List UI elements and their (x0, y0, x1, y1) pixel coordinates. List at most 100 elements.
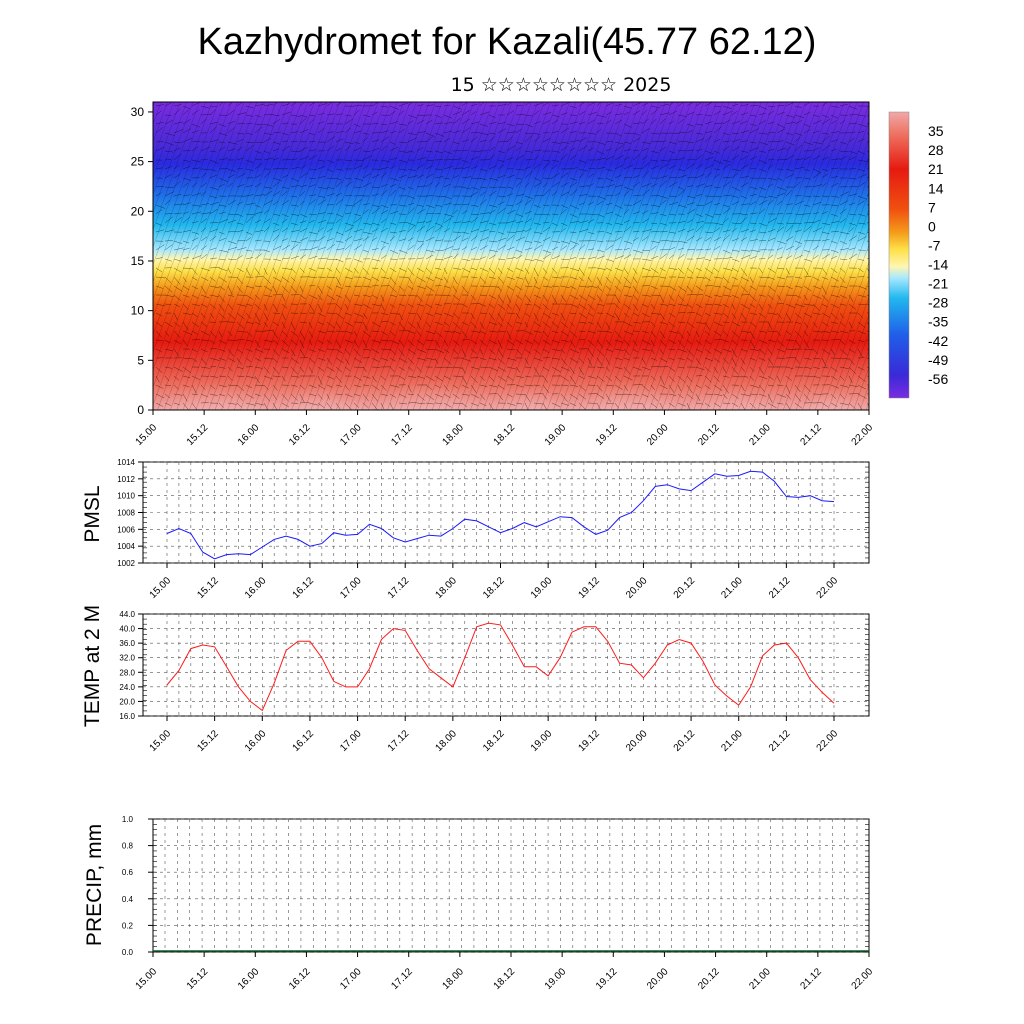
wind-barb (389, 384, 400, 388)
wind-barb (362, 222, 372, 225)
wind-barb (704, 357, 714, 362)
wind-barb (461, 176, 472, 179)
wind-barb (569, 285, 577, 290)
wind-barb (236, 357, 242, 365)
wind-barb (623, 123, 632, 128)
wind-barb (839, 294, 847, 299)
wind-barb (506, 257, 516, 260)
wind-barb (614, 174, 622, 179)
wind-barb (443, 183, 451, 188)
wind-barb (173, 147, 181, 152)
wind-barb (740, 384, 745, 392)
wind-barb (281, 244, 291, 251)
wind-barb (452, 366, 463, 369)
wind-barb (254, 303, 261, 310)
y-tick-label: 1006 (117, 525, 135, 534)
wind-barb (461, 220, 471, 224)
wind-barb (263, 150, 270, 154)
wind-barb (461, 267, 471, 273)
wind-barb (425, 159, 434, 161)
wind-barb (686, 384, 693, 394)
wind-barb (650, 105, 661, 109)
wind-barb (164, 102, 172, 107)
wind-barb (416, 303, 425, 307)
wind-barb (497, 231, 505, 235)
wind-barb (749, 201, 757, 206)
wind-barb (524, 199, 532, 206)
wind-barb (263, 218, 271, 224)
cross-section-x-tick-label: 18.00 (441, 422, 467, 448)
wind-barb (173, 303, 180, 307)
wind-barb (443, 393, 451, 399)
wind-barb (191, 375, 200, 380)
wind-barb (794, 240, 803, 245)
wind-barb (371, 384, 380, 391)
wind-barb (407, 375, 417, 378)
wind-barb (533, 194, 544, 197)
wind-barb (767, 357, 774, 366)
wind-barb (470, 136, 478, 143)
wind-barb (758, 240, 767, 242)
wind-barb (722, 145, 730, 152)
x-tick-label: 20.00 (624, 575, 650, 601)
wind-barb (857, 182, 866, 188)
wind-barb (749, 312, 758, 316)
wind-barb (272, 191, 281, 197)
wind-barb (803, 123, 811, 128)
wind-barb (587, 294, 596, 301)
wind-barb (218, 366, 226, 369)
wind-barb (542, 294, 548, 302)
wind-barb (821, 330, 831, 333)
wind-barb (290, 243, 299, 251)
wind-barb (479, 111, 490, 116)
wind-barb (776, 276, 786, 280)
wind-barb (479, 366, 489, 368)
wind-barb (677, 131, 687, 134)
wind-barb (542, 159, 551, 162)
wind-barb (371, 204, 381, 208)
cross-section-x-axis: 15.00 15.12 16.00 16.12 17.00 17.12 18.00 18.12… (134, 410, 875, 448)
wind-barb (299, 321, 308, 324)
wind-barb (650, 150, 659, 154)
wind-barb (641, 249, 651, 252)
wind-barb (578, 145, 588, 152)
wind-barb (668, 165, 676, 170)
wind-barb (641, 393, 649, 398)
wind-barb (407, 393, 414, 396)
wind-barb (614, 165, 623, 170)
wind-barb (560, 240, 570, 244)
wind-barb (632, 167, 643, 170)
wind-barb (812, 276, 820, 281)
wind-barb (200, 218, 207, 224)
wind-barb (740, 330, 750, 333)
wind-barb (614, 222, 624, 225)
wind-barb (803, 366, 812, 369)
wind-barb (236, 230, 244, 233)
wind-barb (263, 249, 270, 253)
wind-barb (281, 276, 290, 283)
wind-barb (650, 230, 660, 233)
wind-barb (686, 348, 694, 357)
wind-barb (857, 303, 867, 306)
wind-barb (218, 348, 226, 352)
wind-barb (650, 204, 661, 207)
wind-barb (542, 162, 550, 170)
wind-barb (398, 249, 408, 254)
wind-barb (182, 109, 189, 116)
wind-barb (191, 123, 200, 128)
wind-barb (776, 123, 786, 128)
wind-barb (308, 177, 317, 180)
wind-barb (335, 393, 343, 395)
wind-barb (515, 312, 521, 320)
wind-barb (569, 182, 577, 188)
wind-barb (623, 348, 630, 356)
wind-barb (452, 221, 462, 224)
wind-barb (308, 220, 315, 224)
wind-barb (551, 159, 560, 163)
wind-barb (173, 375, 180, 381)
wind-barb (569, 167, 578, 170)
wind-barb (209, 393, 218, 396)
wind-barb (695, 213, 703, 217)
wind-barb (749, 276, 754, 284)
